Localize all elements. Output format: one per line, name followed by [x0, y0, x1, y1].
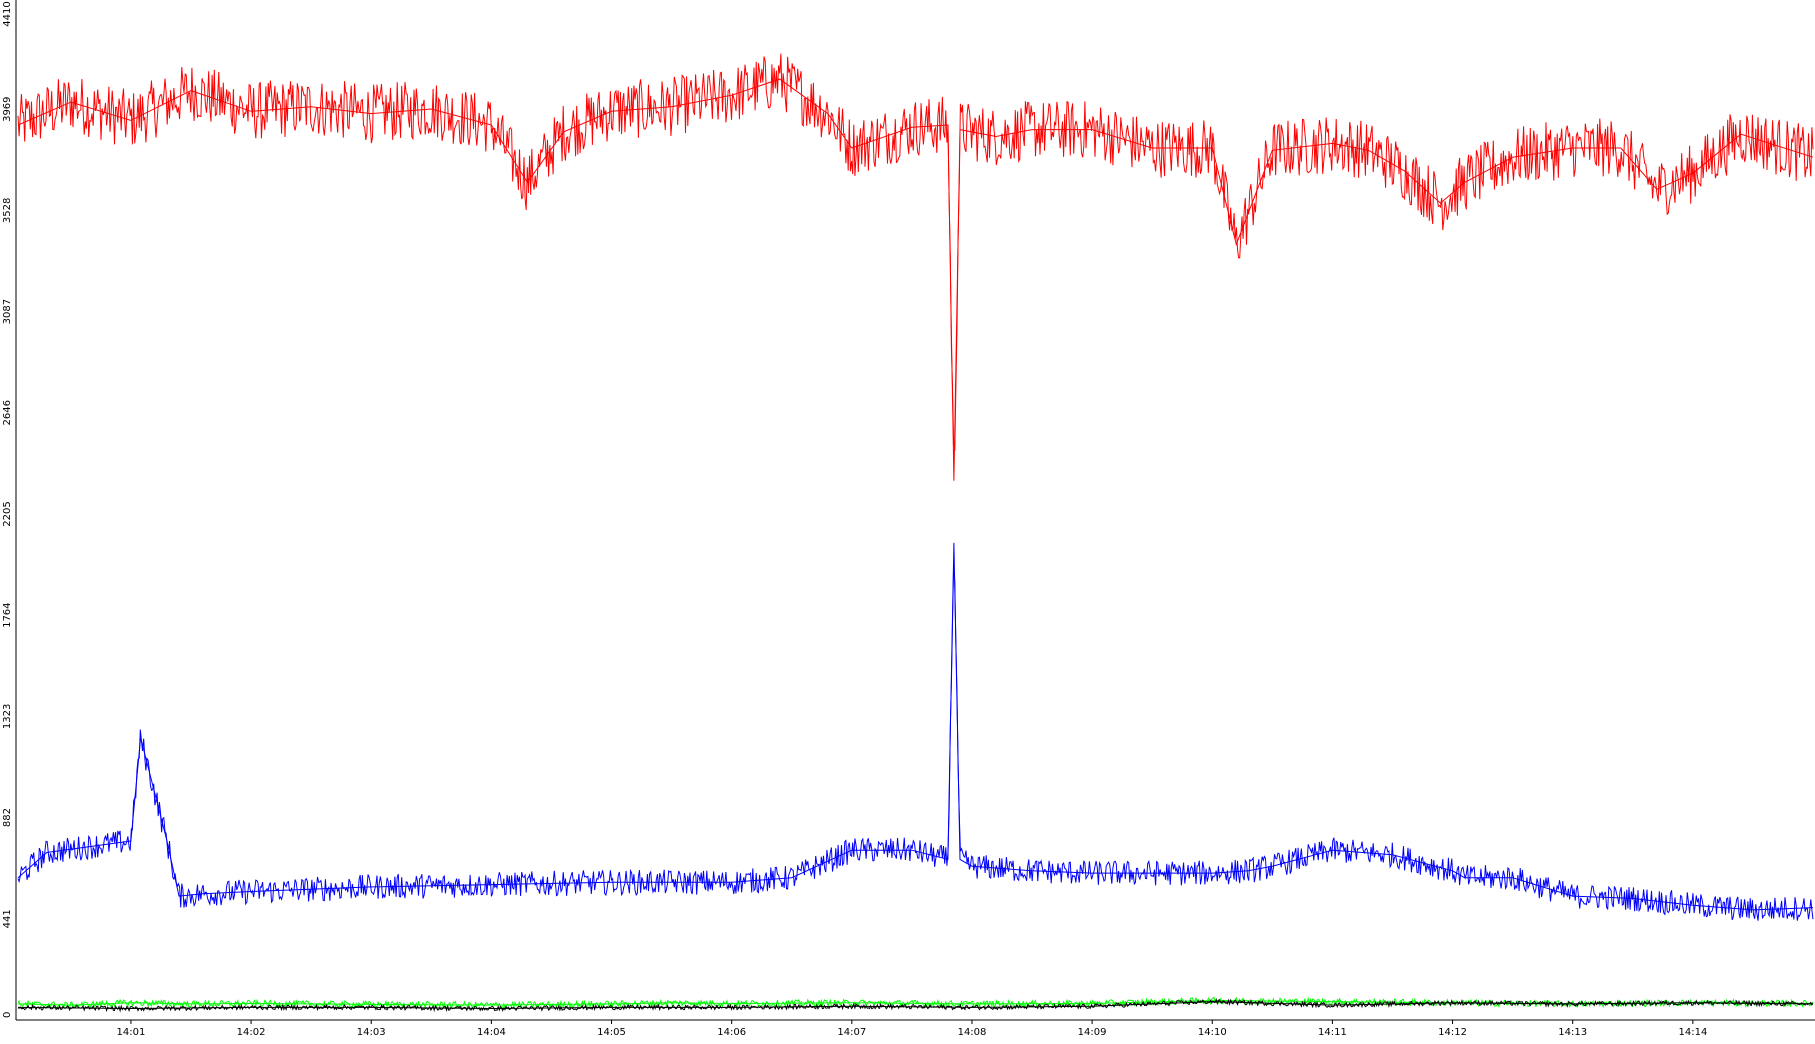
x-tick-label: 14:01: [116, 1027, 145, 1038]
y-tick-label: 4410: [2, 1, 13, 26]
y-tick-label: 2646: [2, 400, 13, 425]
x-tick-label: 14:10: [1198, 1027, 1227, 1038]
series-layer: [17, 53, 1814, 1013]
y-tick-label: 3969: [2, 96, 13, 121]
x-tick-label: 14:08: [958, 1027, 987, 1038]
series-line-2: [17, 996, 1814, 1010]
x-tick-label: 14:03: [357, 1027, 386, 1038]
x-tick-label: 14:12: [1438, 1027, 1467, 1038]
y-tick-label: 3087: [2, 299, 13, 324]
x-tick-label: 14:02: [237, 1027, 266, 1038]
x-tick-label: 14:04: [477, 1027, 506, 1038]
series-line-0: [17, 53, 1814, 451]
y-tick-label: 882: [2, 808, 13, 827]
x-tick-label: 14:06: [717, 1027, 746, 1038]
y-tick-label: 2205: [2, 501, 13, 526]
y-tick-label: 1764: [2, 602, 13, 627]
y-tick-label: 0: [2, 1012, 13, 1018]
x-tick-label: 14:11: [1318, 1027, 1347, 1038]
series-anchor-line-1: [17, 542, 1814, 911]
y-tick-label: 1323: [2, 704, 13, 729]
series-anchor-line-3: [17, 1001, 1814, 1010]
x-tick-label: 14:13: [1558, 1027, 1587, 1038]
y-tick-label: 441: [2, 909, 13, 928]
x-tick-label: 14:14: [1678, 1027, 1707, 1038]
y-tick-label: 3528: [2, 198, 13, 223]
x-tick-label: 14:09: [1078, 1027, 1107, 1038]
x-tick-label: 14:07: [837, 1027, 866, 1038]
x-tick-label: 14:05: [597, 1027, 626, 1038]
series-line-1: [17, 565, 1814, 921]
series-anchor-line-0: [17, 78, 1814, 481]
